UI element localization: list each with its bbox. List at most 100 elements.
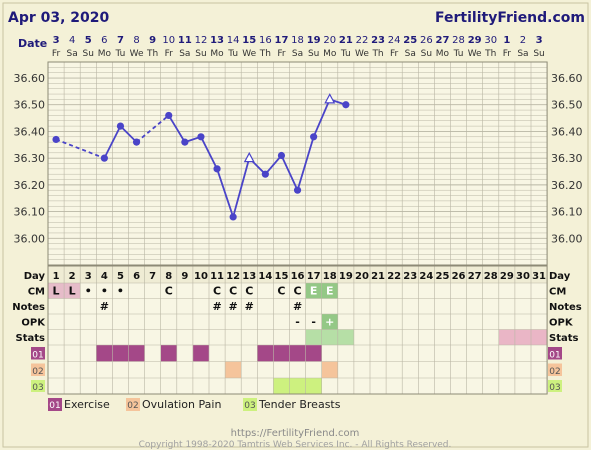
- cycle-day: 16: [291, 271, 305, 282]
- cycle-day: 27: [468, 271, 482, 282]
- weekday-labels: Fr Sa Su Mo Tu We Th Fr Sa Su Mo Tu We Th Fr Sa Su Mo Tu We…: [52, 49, 545, 59]
- footer-url[interactable]: https://FertilityFriend.com: [231, 428, 360, 439]
- temp-line-segment: [280, 155, 299, 191]
- date-number: 1: [503, 35, 510, 46]
- cycle-day: 28: [484, 271, 498, 282]
- cm-cell-fill: [321, 283, 338, 299]
- stats-cell: [321, 329, 338, 345]
- date-number: 3: [53, 35, 60, 46]
- date-number: 24: [388, 35, 401, 46]
- legend-swatch: [48, 398, 62, 411]
- date-number: 14: [227, 35, 240, 46]
- row-code-left: 02: [32, 367, 43, 377]
- stats-cell: [305, 329, 322, 345]
- exercise-cell: [257, 345, 274, 362]
- row-code-right: 02: [549, 367, 560, 377]
- legend-code: 03: [244, 401, 255, 411]
- weekday-label: Mo: [98, 49, 112, 59]
- y-tick-right: 36.50: [551, 99, 583, 112]
- temp-point: [52, 135, 60, 144]
- weekday-label: Fr: [390, 49, 399, 59]
- cm-cell: C: [229, 285, 237, 298]
- tender-breasts-cell: [273, 378, 290, 394]
- weekday-label: Mo: [210, 49, 224, 59]
- date-number: 28: [452, 35, 465, 46]
- cm-cell: •: [85, 285, 92, 298]
- y-tick-left: 36.20: [14, 179, 46, 192]
- y-tick-right: 36.30: [551, 152, 583, 165]
- legend-swatch: [243, 398, 257, 411]
- weekday-label: Tu: [115, 49, 126, 59]
- cycle-day: 30: [516, 271, 530, 282]
- weekday-label: Su: [83, 49, 94, 59]
- cycle-day: 13: [242, 271, 256, 282]
- date-number: 30: [484, 35, 497, 46]
- weekday-label: Sa: [292, 49, 303, 59]
- temp-point: [342, 101, 350, 109]
- temp-point: [132, 138, 141, 146]
- cm-cell: •: [117, 285, 124, 298]
- temp-point: [293, 186, 302, 194]
- y-tick-right: 36.00: [551, 232, 583, 245]
- cycle-day: 3: [85, 271, 92, 282]
- legend-label: Tender Breasts: [258, 398, 341, 411]
- weekday-label: Tu: [340, 49, 351, 59]
- y-tick-right: 36.60: [551, 72, 583, 85]
- y-tick-left: 36.10: [14, 206, 46, 219]
- date-number: 23: [371, 35, 385, 46]
- cycle-day: 29: [500, 271, 514, 282]
- cm-cell: L: [53, 285, 60, 298]
- temp-line-segment: [264, 154, 283, 175]
- weekday-label: Fr: [165, 49, 174, 59]
- weekday-label: We: [242, 49, 256, 59]
- temp-line-segment: [119, 125, 138, 143]
- weekday-label: Sa: [517, 49, 528, 59]
- cycle-day: 9: [181, 271, 188, 282]
- y-tick-left: 36.30: [14, 152, 46, 165]
- weekday-label: We: [130, 49, 144, 59]
- row-code-right: 03: [549, 383, 560, 393]
- row-code-badge-right: [548, 363, 562, 376]
- exercise-cell: [128, 345, 145, 362]
- date-number: 7: [117, 35, 124, 46]
- date-label: Date: [18, 37, 47, 50]
- day-row-bg: [48, 266, 548, 283]
- exercise-cell: [160, 345, 177, 362]
- exercise-cell: [96, 345, 113, 362]
- row-label-right: OPK: [549, 318, 574, 329]
- site-name: FertilityFriend.com: [435, 10, 585, 26]
- row-code-left: 01: [32, 351, 43, 361]
- exercise-cell: [112, 345, 129, 362]
- weekday-label: Mo: [436, 49, 450, 59]
- cm-cell: C: [245, 285, 253, 298]
- y-tick-left: 36.60: [14, 72, 46, 85]
- temp-point: [165, 111, 173, 120]
- temp-line-segment: [312, 99, 331, 138]
- row-code-left: 03: [32, 383, 43, 393]
- temp-point-open: [324, 93, 336, 104]
- temp-series: [52, 93, 350, 221]
- cm-cell: C: [213, 285, 221, 298]
- date-number: 17: [274, 35, 288, 46]
- weekday-label: Sa: [67, 49, 78, 59]
- temp-point: [116, 122, 125, 130]
- weekday-label: We: [355, 49, 369, 59]
- date-number: 19: [307, 35, 321, 46]
- date-number: 8: [133, 35, 139, 46]
- date-number: 12: [195, 35, 208, 46]
- cycle-day: 12: [226, 271, 240, 282]
- date-number: 29: [468, 35, 482, 46]
- cycle-day: 5: [117, 271, 124, 282]
- weekday-label: Fr: [503, 49, 512, 59]
- date-number: 6: [101, 35, 107, 46]
- temp-point: [261, 170, 269, 178]
- y-tick-right: 36.20: [551, 179, 583, 192]
- cycle-day: 18: [323, 271, 337, 282]
- weekday-label: We: [468, 49, 482, 59]
- cycle-day: 24: [419, 271, 433, 282]
- temp-point: [229, 213, 237, 221]
- date-numbers: 3 4 5 6 7 8 9 10 11 12 13 14 15 16 17 18 19 20 21 22 23 24 25 2…: [53, 35, 543, 46]
- temp-point: [181, 138, 189, 146]
- weekday-label: Su: [421, 49, 432, 59]
- legend-code: 02: [127, 401, 138, 411]
